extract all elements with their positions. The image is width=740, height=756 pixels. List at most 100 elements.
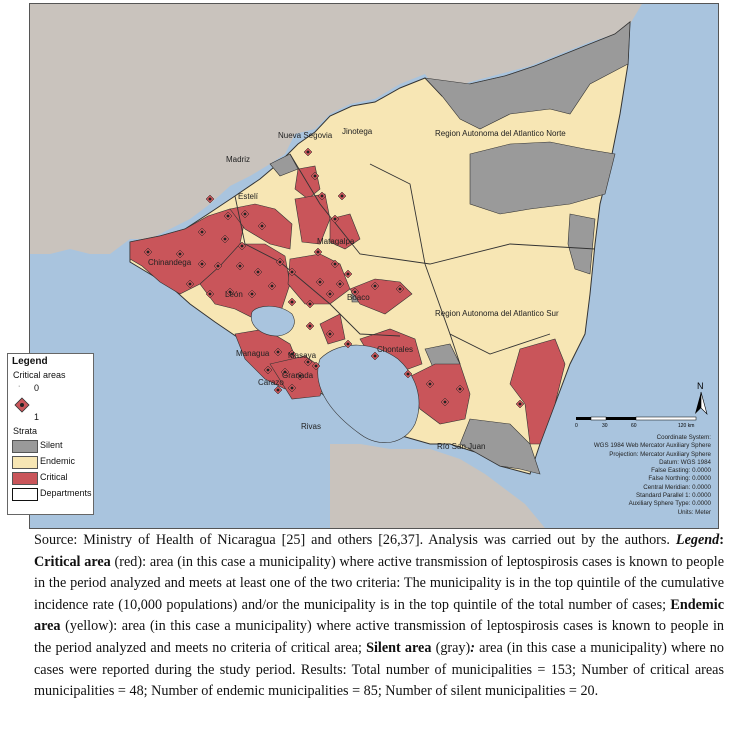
coordinate-system-info: Coordinate System: WGS 1984 Web Mercator …: [577, 434, 711, 517]
critical-marker-icon: [343, 269, 353, 279]
critical-marker-icon: [337, 191, 347, 201]
department-label: Madriz: [226, 155, 250, 164]
coordinate-system-line: WGS 1984 Web Mercator Auxiliary Sphere: [593, 442, 711, 450]
legend-label-endemic: Endemic: [40, 456, 76, 466]
legend-swatch-endemic: [12, 456, 38, 469]
legend-critical-areas-label: Critical areas: [13, 370, 66, 380]
region-label-south: Region Autonoma del Atlantico Sur: [435, 309, 559, 318]
legend-critical-marker-icon: [14, 397, 30, 413]
coordinate-system-line: False Easting: 0.0000: [651, 467, 711, 475]
legend-value-one: 1: [34, 412, 40, 422]
critical-marker-icon: [235, 261, 245, 271]
caption-legend-word: Legend: [675, 532, 720, 548]
region-label-north: Region Autonoma del Atlantico Norte: [435, 129, 566, 138]
scale-bar: 0 30 60 120 km: [575, 416, 697, 428]
critical-marker-icon: [425, 379, 435, 389]
department-label: Estelí: [238, 192, 259, 201]
coordinate-system-line: Coordinate System:: [656, 434, 711, 441]
critical-marker-icon: [287, 383, 297, 393]
critical-marker-icon: [220, 234, 230, 244]
critical-marker-icon: [197, 259, 207, 269]
coordinate-system-line: False Northing: 0.0000: [648, 475, 711, 483]
nicaragua-map: Nueva Segovia Jinotega Madriz Estelí Chinand…: [30, 4, 718, 528]
critical-marker-icon: [253, 267, 263, 277]
department-label: Nueva Segovia: [278, 131, 333, 140]
coordinate-system-line: Standard Parallel 1: 0.0000: [636, 492, 711, 500]
silent-area-south: [459, 418, 541, 475]
critical-marker-icon: [205, 289, 215, 299]
critical-marker-icon: [315, 277, 325, 287]
critical-marker-icon: [273, 347, 283, 357]
north-arrow-label: N: [697, 381, 704, 391]
critical-area-rio-san-juan: [404, 363, 471, 425]
critical-marker-icon: [263, 365, 273, 375]
department-label: Granada: [282, 371, 314, 380]
critical-marker-icon: [305, 299, 315, 309]
department-label: Rivas: [301, 422, 321, 431]
coordinate-system-line: Datum: WGS 1984: [659, 458, 711, 466]
critical-marker-icon: [273, 385, 283, 395]
lake-nicaragua: [317, 344, 420, 443]
department-label: Chontales: [377, 345, 413, 354]
critical-marker-icon: [330, 259, 340, 269]
silent-area-raan-center: [469, 141, 616, 215]
caption-silent-colon: :: [470, 639, 475, 656]
coordinate-system-line: Projection: Mercator Auxiliary Sphere: [609, 450, 711, 458]
department-label-group: Nueva Segovia Jinotega Madriz Estelí Chinand…: [148, 127, 485, 451]
critical-marker-icon: [197, 227, 207, 237]
critical-area-boaco: [349, 278, 413, 315]
legend-dot-zero: ·: [18, 383, 21, 390]
department-label: Carazo: [258, 378, 284, 387]
caption-legend-colon: :: [719, 532, 724, 548]
critical-marker-icon: [143, 247, 153, 257]
critical-marker-icon: [440, 397, 450, 407]
critical-marker-icon: [343, 339, 353, 349]
lake-managua: [251, 305, 295, 337]
critical-marker-icon: [317, 191, 327, 201]
scale-tick-60: 60: [631, 423, 637, 428]
critical-marker-icon: [350, 287, 360, 297]
costa-rica-land: [330, 444, 545, 528]
coordinate-system-line: Units: Meter: [677, 508, 711, 516]
legend-swatch-departments: [12, 488, 38, 501]
caption-critical-desc: (red): area (in this case a municipality…: [34, 553, 724, 613]
scale-tick-120: 120 km: [678, 423, 694, 428]
critical-marker-icon: [335, 279, 345, 289]
department-boundaries: [234, 153, 596, 365]
critical-marker-icon: [280, 367, 290, 377]
critical-marker-icon: [287, 267, 297, 277]
critical-marker-icon: [330, 214, 340, 224]
critical-marker-icon: [287, 349, 297, 359]
caption-endemic-desc: (yellow): area (in this case a municipal…: [34, 618, 724, 656]
coordinate-system-line: Central Meridian: 0.0000: [643, 483, 711, 491]
critical-area-east: [509, 338, 566, 445]
department-label: Managua: [236, 349, 270, 358]
critical-marker-icon: [310, 171, 320, 181]
critical-marker-icon: [325, 289, 335, 299]
critical-marker-icon: [240, 209, 250, 219]
critical-marker-icon: [267, 281, 277, 291]
critical-marker-icon: [275, 257, 285, 267]
department-label: Chinandega: [148, 258, 192, 267]
legend-strata-label: Strata: [13, 426, 38, 436]
scale-tick-0: 0: [575, 423, 578, 428]
critical-marker-icon: [303, 147, 313, 157]
caption-silent-term: Silent area: [366, 639, 432, 656]
critical-marker-icon: [223, 211, 233, 221]
critical-marker-icon: [515, 399, 525, 409]
critical-marker-icon: [370, 281, 380, 291]
critical-marker-icon: [313, 247, 323, 257]
department-label: Jinotega: [342, 127, 373, 136]
department-label: Boaco: [347, 293, 370, 302]
department-label: Matagalpa: [317, 237, 355, 246]
critical-marker-icon: [305, 321, 315, 331]
caption-critical-term: Critical area: [34, 553, 111, 570]
caption-endemic-term: Endemic area: [34, 596, 724, 635]
critical-marker-icon: [237, 241, 247, 251]
silent-area-north-coast: [424, 21, 631, 130]
critical-marker-icon: [325, 329, 335, 339]
figure-caption: Source: Ministry of Health of Nicaragua …: [34, 530, 724, 703]
critical-marker-icon: [295, 371, 305, 381]
critical-marker-icon: [205, 194, 215, 204]
legend-swatch-critical: [12, 472, 38, 485]
